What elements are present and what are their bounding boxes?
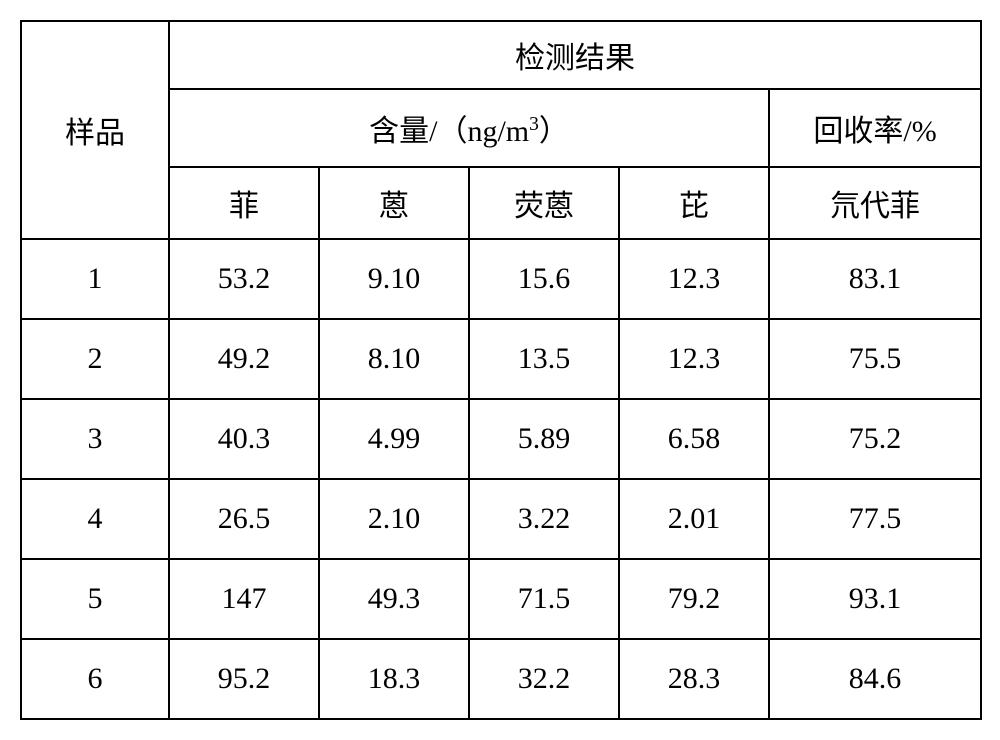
table-row: 3 40.3 4.99 5.89 6.58 75.2 bbox=[21, 399, 981, 479]
cell-sample-id: 6 bbox=[21, 639, 169, 719]
cell-recovery: 75.2 bbox=[769, 399, 981, 479]
cell-value: 18.3 bbox=[319, 639, 469, 719]
table-row: 6 95.2 18.3 32.2 28.3 84.6 bbox=[21, 639, 981, 719]
cell-recovery: 93.1 bbox=[769, 559, 981, 639]
cell-value: 79.2 bbox=[619, 559, 769, 639]
cell-value: 71.5 bbox=[469, 559, 619, 639]
data-table-container: 样品 检测结果 含量/（ng/m3） 回收率/% 菲 蒽 荧蒽 芘 氘代菲 1 … bbox=[20, 20, 980, 720]
cell-value: 26.5 bbox=[169, 479, 319, 559]
cell-value: 6.58 bbox=[619, 399, 769, 479]
cell-value: 2.10 bbox=[319, 479, 469, 559]
cell-value: 32.2 bbox=[469, 639, 619, 719]
results-table: 样品 检测结果 含量/（ng/m3） 回收率/% 菲 蒽 荧蒽 芘 氘代菲 1 … bbox=[20, 20, 982, 720]
cell-value: 147 bbox=[169, 559, 319, 639]
col-header-compound-0: 菲 bbox=[169, 167, 319, 239]
cell-value: 12.3 bbox=[619, 239, 769, 319]
cell-sample-id: 2 bbox=[21, 319, 169, 399]
cell-value: 49.3 bbox=[319, 559, 469, 639]
cell-value: 53.2 bbox=[169, 239, 319, 319]
table-row: 1 53.2 9.10 15.6 12.3 83.1 bbox=[21, 239, 981, 319]
col-header-compound-3: 芘 bbox=[619, 167, 769, 239]
cell-value: 40.3 bbox=[169, 399, 319, 479]
header-row-1: 样品 检测结果 bbox=[21, 21, 981, 89]
cell-sample-id: 4 bbox=[21, 479, 169, 559]
cell-value: 13.5 bbox=[469, 319, 619, 399]
col-header-recovery-compound: 氘代菲 bbox=[769, 167, 981, 239]
cell-value: 3.22 bbox=[469, 479, 619, 559]
cell-value: 12.3 bbox=[619, 319, 769, 399]
cell-value: 5.89 bbox=[469, 399, 619, 479]
table-row: 4 26.5 2.10 3.22 2.01 77.5 bbox=[21, 479, 981, 559]
col-header-sample: 样品 bbox=[21, 21, 169, 239]
col-header-content-unit: 含量/（ng/m3） bbox=[169, 89, 769, 167]
cell-sample-id: 1 bbox=[21, 239, 169, 319]
cell-sample-id: 3 bbox=[21, 399, 169, 479]
cell-value: 15.6 bbox=[469, 239, 619, 319]
cell-value: 2.01 bbox=[619, 479, 769, 559]
table-header: 样品 检测结果 含量/（ng/m3） 回收率/% 菲 蒽 荧蒽 芘 氘代菲 bbox=[21, 21, 981, 239]
cell-recovery: 83.1 bbox=[769, 239, 981, 319]
cell-value: 49.2 bbox=[169, 319, 319, 399]
cell-value: 28.3 bbox=[619, 639, 769, 719]
cell-sample-id: 5 bbox=[21, 559, 169, 639]
table-row: 2 49.2 8.10 13.5 12.3 75.5 bbox=[21, 319, 981, 399]
cell-recovery: 77.5 bbox=[769, 479, 981, 559]
cell-value: 8.10 bbox=[319, 319, 469, 399]
col-header-result: 检测结果 bbox=[169, 21, 981, 89]
col-header-compound-2: 荧蒽 bbox=[469, 167, 619, 239]
cell-recovery: 75.5 bbox=[769, 319, 981, 399]
col-header-compound-1: 蒽 bbox=[319, 167, 469, 239]
cell-value: 9.10 bbox=[319, 239, 469, 319]
table-row: 5 147 49.3 71.5 79.2 93.1 bbox=[21, 559, 981, 639]
cell-value: 95.2 bbox=[169, 639, 319, 719]
col-header-recovery: 回收率/% bbox=[769, 89, 981, 167]
cell-value: 4.99 bbox=[319, 399, 469, 479]
table-body: 1 53.2 9.10 15.6 12.3 83.1 2 49.2 8.10 1… bbox=[21, 239, 981, 719]
cell-recovery: 84.6 bbox=[769, 639, 981, 719]
